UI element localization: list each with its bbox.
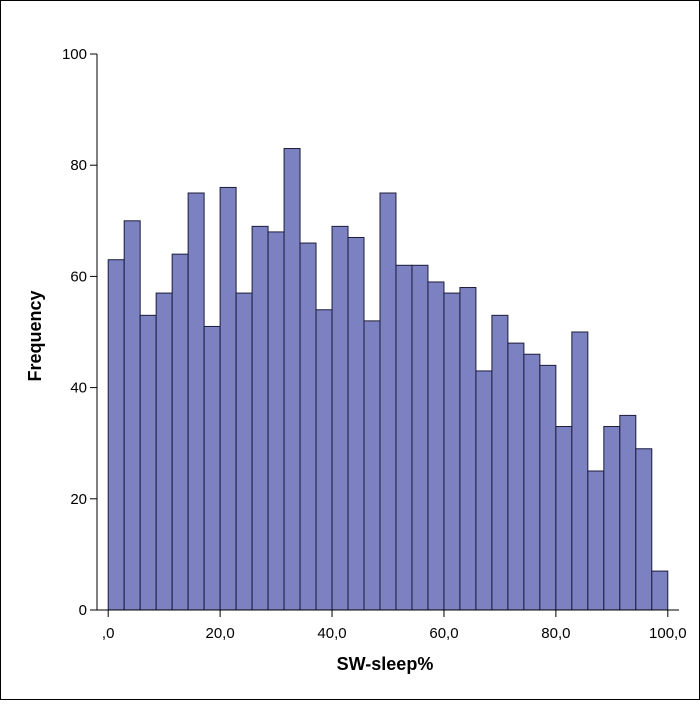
histogram-bar: [331, 225, 349, 611]
x-axis-title: SW-sleep%: [337, 654, 434, 674]
histogram-bar: [427, 281, 445, 611]
x-tick-label: 20,0: [206, 625, 235, 642]
y-tick-label: 80: [70, 157, 87, 174]
histogram-bar: [603, 426, 621, 611]
histogram-bar: [187, 192, 205, 611]
histogram-bar: [491, 314, 509, 611]
histogram-bar: [219, 186, 237, 611]
histogram-bar: [475, 370, 493, 611]
histogram-bar: [235, 292, 253, 611]
histogram-bar: [347, 236, 365, 611]
x-tick-label: ,0: [102, 625, 115, 642]
histogram-bar: [379, 192, 397, 611]
histogram-bar: [283, 148, 301, 611]
histogram-bar: [363, 320, 381, 611]
y-tick-label: 20: [70, 491, 87, 508]
x-tick-label: 100,0: [649, 625, 687, 642]
histogram-bar: [123, 220, 141, 611]
histogram-bar: [507, 342, 525, 611]
histogram-bar: [251, 225, 269, 611]
bars-group: [107, 148, 669, 611]
histogram-bar: [619, 414, 637, 611]
y-tick-label: 0: [79, 602, 87, 619]
y-axis-title: Frequency: [25, 290, 45, 381]
histogram-bar: [411, 264, 429, 611]
histogram-bar: [635, 448, 653, 611]
histogram-bar: [539, 364, 557, 611]
histogram-bar: [299, 242, 317, 611]
y-tick-label: 60: [70, 268, 87, 285]
histogram-bar: [555, 426, 573, 611]
x-ticks-group: ,0 20,0 40,0 60,0 80,0 100,0: [102, 610, 687, 642]
x-tick-label: 80,0: [541, 625, 570, 642]
histogram-bar: [523, 353, 541, 611]
y-tick-label: 40: [70, 380, 87, 397]
histogram-bar: [139, 314, 157, 611]
histogram-bar: [587, 470, 605, 611]
y-tick-label: 100: [62, 46, 87, 63]
histogram-bar: [459, 287, 477, 611]
x-tick-label: 40,0: [317, 625, 346, 642]
histogram-bar: [171, 253, 189, 611]
histogram-bar: [443, 292, 461, 611]
histogram-bar: [395, 264, 413, 611]
x-tick-label: 60,0: [429, 625, 458, 642]
y-ticks-group: 0 20 40 60 80 100: [62, 46, 97, 619]
histogram-bar: [315, 309, 333, 611]
histogram-bar: [267, 231, 285, 611]
histogram-bar: [107, 259, 125, 611]
histogram-bar: [155, 292, 173, 611]
histogram-bar: [203, 325, 221, 611]
histogram-bar: [651, 570, 669, 611]
histogram-bar: [571, 331, 589, 611]
